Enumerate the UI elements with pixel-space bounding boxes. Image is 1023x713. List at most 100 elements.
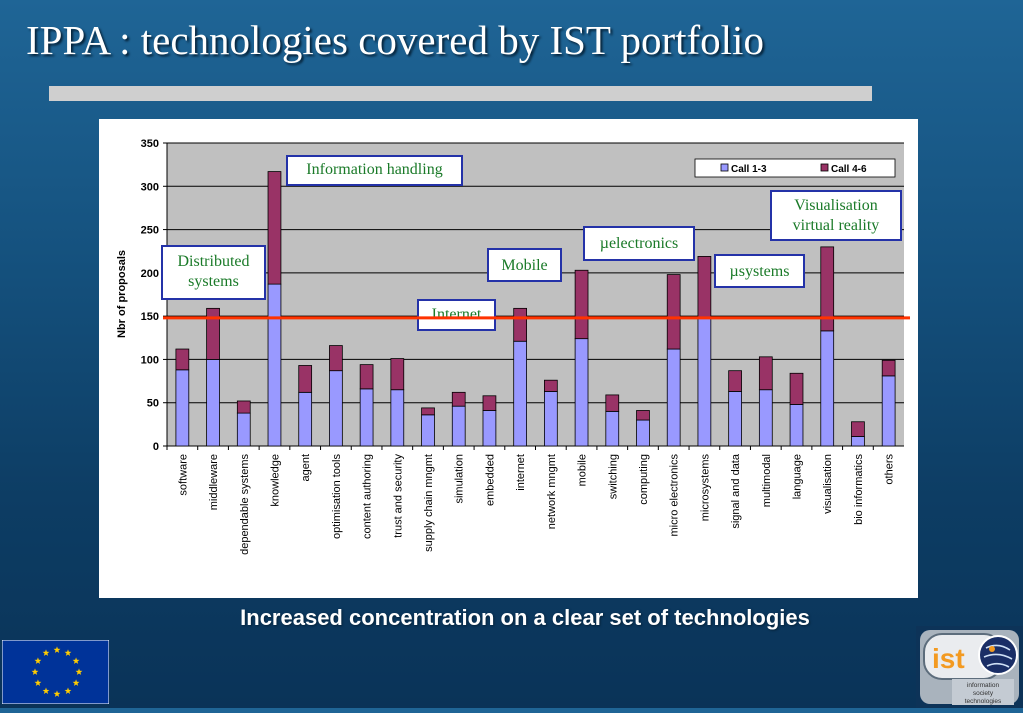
bar-segment	[789, 404, 804, 447]
bar-segment	[666, 348, 681, 447]
star-icon	[64, 649, 72, 656]
star-icon	[42, 649, 50, 656]
x-tick-label: dependable systems	[239, 454, 251, 555]
bar-segment	[820, 246, 835, 332]
star-icon	[75, 668, 83, 675]
x-tick-label: visualisation	[822, 454, 834, 514]
y-tick-labels: 0 50 100 150 200 250 300 350	[141, 138, 159, 453]
bar-segment	[728, 370, 742, 392]
bar-segment	[267, 283, 282, 447]
bar-segment	[482, 410, 497, 447]
y-tick-label: 350	[141, 138, 159, 150]
bar-segment	[175, 348, 190, 371]
x-tick-label: embedded	[484, 454, 496, 506]
bar-segment	[851, 436, 865, 447]
legend-label: Call 4-6	[831, 164, 867, 175]
bar-segment	[544, 391, 558, 447]
bar-segment	[728, 391, 742, 447]
annotation-internet: Internet	[417, 299, 496, 331]
bar-segment	[175, 369, 190, 447]
x-tick-label: middleware	[208, 454, 220, 510]
bar-segment	[236, 412, 251, 447]
x-tick-label: simulation	[454, 454, 466, 504]
star-icon	[34, 679, 42, 686]
y-tick-label: 100	[141, 354, 159, 366]
x-tick-label: software	[177, 454, 189, 496]
star-icon	[64, 687, 72, 694]
bar-segment	[605, 410, 620, 447]
x-tick-label: language	[792, 454, 804, 499]
x-tick-label: switching	[607, 454, 619, 499]
annotation-mobile: Mobile	[487, 248, 562, 282]
star-icon	[53, 646, 61, 653]
bar-segment	[390, 358, 405, 391]
legend-box	[694, 158, 896, 178]
x-tick-label: supply chain mngmt	[423, 454, 435, 552]
bar-segment	[758, 389, 773, 447]
y-tick-label: 300	[141, 181, 159, 193]
svg-text:technologies: technologies	[965, 698, 1002, 705]
annotation-distributed-systems: Distributed systems	[161, 245, 266, 300]
x-tick-label: optimisation tools	[331, 454, 343, 539]
x-tick-label: trust and security	[392, 454, 404, 538]
x-tick-label: internet	[515, 454, 527, 491]
bar-segment	[666, 274, 681, 350]
star-icon	[72, 679, 80, 686]
y-tick-label: 200	[141, 268, 159, 280]
ist-logo: ist information society technologies	[916, 626, 1023, 708]
bar-segment	[390, 389, 405, 447]
bar-segment	[451, 405, 466, 447]
x-tick-label: knowledge	[269, 454, 281, 507]
ist-logo-text: ist	[932, 643, 965, 674]
eu-flag-logo	[1, 639, 110, 705]
y-axis-label: Nbr of proposals	[116, 250, 128, 338]
bars	[175, 171, 896, 447]
bar-segment	[421, 407, 435, 416]
star-icon	[34, 657, 42, 664]
bar-segment	[881, 375, 896, 447]
annotation-information-handling: Information handling	[286, 155, 463, 186]
x-tick-label: bio informatics	[853, 454, 865, 525]
bar-segment	[421, 414, 435, 447]
eu-stars-ring	[31, 646, 83, 697]
bar-segment	[359, 364, 374, 390]
bar-segment	[359, 388, 374, 447]
legend-swatch	[720, 163, 729, 172]
y-tick-label: 250	[141, 225, 159, 237]
bar-segment	[636, 410, 650, 421]
y-tick-label: 150	[141, 311, 159, 323]
bar-segment	[451, 391, 466, 407]
bar-segment	[482, 395, 497, 411]
bar-segment	[267, 171, 282, 285]
annotation-microelectronics: µelectronics	[583, 226, 695, 261]
x-tick-label: network mngmt	[546, 454, 558, 529]
x-tick-label: others	[884, 454, 896, 485]
bar-segment	[329, 345, 343, 372]
svg-text:society: society	[973, 690, 994, 697]
bar-segment	[574, 269, 589, 340]
y-tick-label: 50	[147, 398, 159, 410]
bar-segment	[605, 394, 620, 412]
chart-legend: Call 1-3 Call 4-6	[694, 158, 896, 178]
bar-segment	[697, 256, 712, 319]
bar-segment	[298, 365, 313, 393]
bar-segment	[820, 330, 835, 447]
x-tick-labels: software middleware dependable systems know…	[166, 446, 896, 555]
bar-segment	[329, 370, 343, 447]
bar-segment	[544, 379, 558, 392]
bar-segment	[697, 317, 712, 447]
y-tick-label: 0	[153, 441, 159, 453]
legend-label: Call 1-3	[731, 164, 767, 175]
bar-segment	[513, 340, 527, 447]
bar-segment	[636, 419, 650, 447]
bar-segment	[851, 421, 865, 437]
bar-segment	[758, 356, 773, 391]
legend-swatch	[820, 163, 829, 172]
bar-segment	[206, 359, 220, 447]
star-icon	[72, 657, 80, 664]
bar-segment	[206, 307, 220, 360]
star-icon	[31, 668, 39, 675]
bar-segment	[789, 372, 804, 405]
x-tick-label: computing	[638, 454, 650, 505]
slide-title: IPPA : technologies covered by IST portf…	[26, 17, 764, 63]
